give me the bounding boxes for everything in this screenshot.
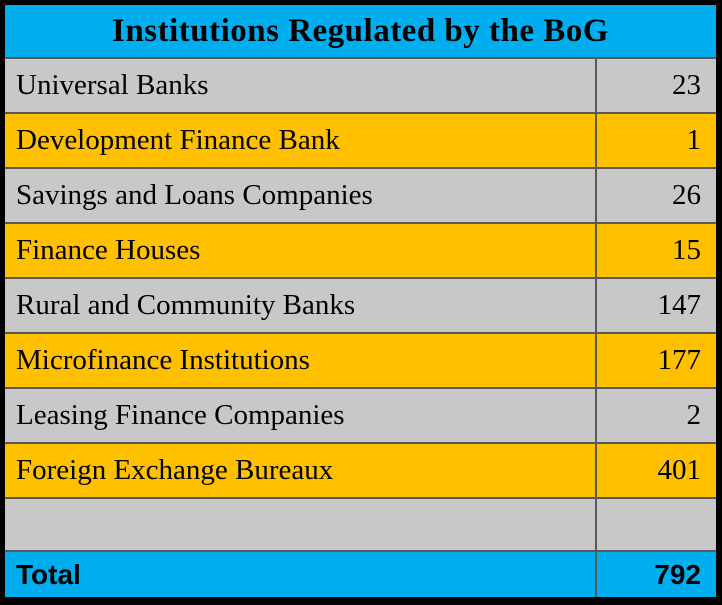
table-title: Institutions Regulated by the BoG	[5, 5, 716, 57]
table-row: Foreign Exchange Bureaux 401	[5, 442, 716, 497]
institution-name: Development Finance Bank	[16, 124, 340, 156]
total-value: 792	[595, 552, 716, 597]
table-row-empty	[5, 497, 716, 550]
institution-count	[595, 499, 716, 550]
total-label: Total	[16, 558, 81, 590]
table-row: Savings and Loans Companies 26	[5, 167, 716, 222]
table-row: Leasing Finance Companies 2	[5, 387, 716, 442]
institution-count: 23	[595, 59, 716, 112]
institution-count: 1	[595, 114, 716, 167]
table-row: Universal Banks 23	[5, 57, 716, 112]
institution-count: 401	[595, 444, 716, 497]
institution-name: Rural and Community Banks	[16, 289, 356, 321]
institution-name: Universal Banks	[16, 69, 209, 101]
institution-name: Savings and Loans Companies	[16, 179, 373, 211]
table-row: Rural and Community Banks 147	[5, 277, 716, 332]
institution-name	[5, 499, 595, 550]
institution-count: 2	[595, 389, 716, 442]
table-row: Microfinance Institutions 177	[5, 332, 716, 387]
total-row: Total 792	[5, 550, 716, 597]
institution-name: Leasing Finance Companies	[16, 399, 345, 431]
institution-name: Microfinance Institutions	[16, 344, 310, 376]
table-row: Development Finance Bank 1	[5, 112, 716, 167]
institution-name: Foreign Exchange Bureaux	[16, 454, 334, 486]
institution-count: 177	[595, 334, 716, 387]
institution-count: 26	[595, 169, 716, 222]
institution-count: 15	[595, 224, 716, 277]
institution-name: Finance Houses	[16, 234, 201, 266]
institution-count: 147	[595, 279, 716, 332]
table-row: Finance Houses 15	[5, 222, 716, 277]
